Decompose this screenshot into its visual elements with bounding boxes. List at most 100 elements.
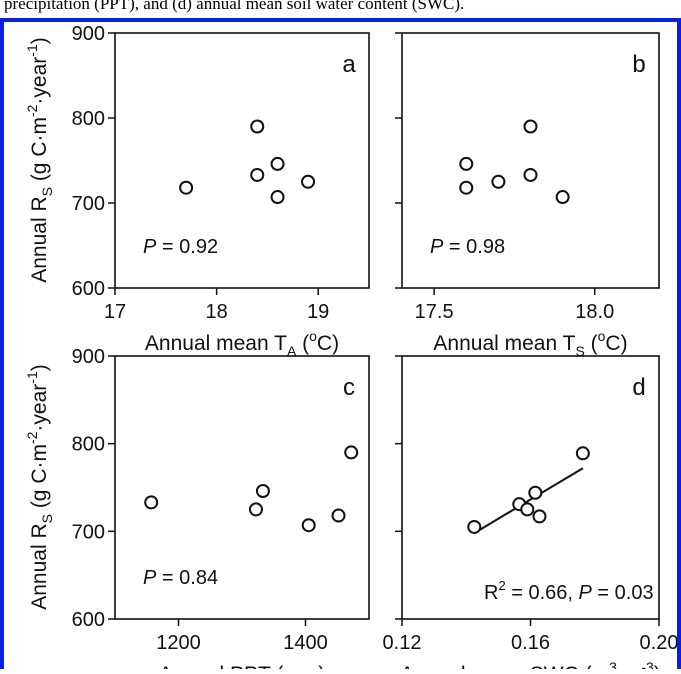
r-squared-superscript: 2 — [498, 578, 505, 593]
data-point — [270, 190, 285, 205]
x-tick-label: 18 — [205, 301, 227, 323]
y-axis-label-unit: (g C·m — [28, 117, 51, 187]
x-axis-label-unit: ( — [296, 332, 309, 355]
x-tick-label: 18.0 — [575, 301, 614, 323]
x-axis-label-degree: o — [309, 328, 317, 344]
y-axis-label-superscript: -1 — [24, 44, 40, 57]
data-point — [301, 174, 316, 189]
data-point — [555, 190, 570, 205]
data-point — [520, 502, 535, 517]
panel-letter: b — [632, 51, 645, 78]
y-tick-label: 900 — [72, 23, 105, 45]
p-value: = 0.92 — [156, 236, 218, 258]
plot-area-frame — [401, 355, 660, 620]
x-axis-label-subscript: A — [287, 343, 297, 359]
y-tick-label: 600 — [72, 278, 105, 300]
r-squared-value: = 0.66, — [506, 582, 579, 604]
data-point — [144, 495, 159, 510]
regression-line — [473, 467, 584, 534]
plot-area-frame — [114, 32, 370, 289]
p-value: = 0.84 — [156, 567, 218, 589]
data-point — [248, 502, 263, 517]
data-point — [459, 180, 474, 195]
data-point — [250, 119, 265, 134]
x-tick-label: 1400 — [283, 632, 328, 654]
r-squared-label: R — [484, 582, 498, 604]
y-axis-label-main: Annual R — [28, 523, 51, 609]
x-axis-label-main: Annual mean T — [145, 332, 287, 355]
y-axis-label-unit: (g C·m — [28, 444, 51, 514]
y-axis-label-superscript: -2 — [24, 104, 40, 117]
y-axis-label-unit-mid: ·year — [28, 384, 51, 432]
x-tick-label: 17 — [104, 301, 126, 323]
data-point — [532, 509, 547, 524]
y-axis-label-superscript: -1 — [24, 371, 40, 384]
p-value: = 0.98 — [443, 236, 505, 258]
data-point — [331, 508, 346, 523]
y-axis-label-unit-mid: ·year — [28, 57, 51, 105]
data-point — [528, 485, 543, 500]
x-tick-label: 19 — [307, 301, 329, 323]
data-point — [255, 484, 270, 499]
x-axis-label-subscript: S — [575, 343, 584, 359]
y-tick-label: 800 — [72, 108, 105, 130]
panel-letter: d — [632, 374, 645, 401]
p-label: P — [430, 236, 444, 258]
data-point — [459, 156, 474, 171]
x-axis-label-main: Annual mean SWC (m — [400, 663, 609, 669]
x-axis-label-unit-end: C) — [605, 332, 627, 355]
data-point — [523, 167, 538, 182]
x-axis-label-unit-end: C) — [317, 332, 339, 355]
data-point — [344, 445, 359, 460]
data-point — [491, 174, 506, 189]
x-tick-label: 0.16 — [511, 632, 550, 654]
y-tick-label: 600 — [72, 609, 105, 631]
data-point — [270, 156, 285, 171]
y-axis-label-subscript: S — [39, 514, 55, 523]
panel-a: 600 700 800 900 17 18 19 a P = 0.92 Annual mean T… — [72, 23, 370, 359]
x-axis-label-superscript: 3 — [609, 659, 617, 669]
x-axis-label: Annual mean SWC (m3·m-3) — [400, 659, 661, 669]
x-axis-label-unit: ( — [585, 332, 598, 355]
chart-figure: 600 700 800 900 17 18 19 a P = 0.92 Annual mean T… — [24, 23, 678, 674]
panel-letter: a — [342, 51, 356, 78]
p-label: P — [143, 236, 157, 258]
y-axis-label-main: Annual R — [28, 196, 51, 282]
x-axis-label-unit-end: ) — [654, 663, 661, 669]
stats-annotation: P = 0.92 — [143, 236, 218, 258]
p-label: P — [143, 567, 157, 589]
x-tick-label: 1200 — [156, 632, 201, 654]
y-tick-label: 700 — [72, 193, 105, 215]
x-axis-label: Annual mean TS (oC) — [433, 328, 627, 359]
y-axis-label-bottom: Annual RS (g C·m-2·year-1) — [24, 364, 55, 610]
data-point — [523, 119, 538, 134]
figure-canvas: 600 700 800 900 17 18 19 a P = 0.92 Annual mean T… — [4, 22, 678, 674]
x-tick-label: 0.12 — [383, 632, 422, 654]
data-point — [250, 167, 265, 182]
x-axis-label-main: Annual mean T — [433, 332, 575, 355]
data-point — [179, 180, 194, 195]
y-axis-label-superscript: -2 — [24, 431, 40, 444]
stats-annotation: R2 = 0.66, P = 0.03 — [484, 578, 654, 604]
y-axis-label-subscript: S — [39, 187, 55, 196]
x-axis-label: Annual mean TA (oC) — [145, 328, 339, 359]
figure-caption: precipitation (PPT), and (d) annual mean… — [4, 0, 465, 13]
data-point — [467, 519, 482, 534]
x-axis-label-superscript: -3 — [641, 659, 654, 669]
data-point — [301, 518, 316, 533]
y-axis-label-unit-end: ) — [28, 37, 51, 44]
plot-area-frame — [114, 355, 370, 620]
p-label: P — [579, 582, 593, 604]
panel-letter: c — [343, 374, 355, 401]
panel-c: 600 700 800 900 1200 1400 c P = 0.84 Annual PPT … — [72, 346, 370, 674]
panel-d: 0.12 0.16 0.20 d R2 = 0.66, P = 0.03 Annual m… — [383, 355, 678, 674]
y-tick-label: 900 — [72, 346, 105, 368]
y-tick-label: 800 — [72, 434, 105, 456]
panel-b: 17.5 18.0 b P = 0.98 Annual mean TS (oC) — [395, 32, 660, 359]
y-axis-label-unit-end: ) — [28, 364, 51, 371]
stats-annotation: P = 0.84 — [143, 567, 218, 589]
data-point — [575, 446, 590, 461]
stats-annotation: P = 0.98 — [430, 236, 505, 258]
y-axis-label-top: Annual RS (g C·m-2·year-1) — [24, 37, 55, 283]
y-tick-label: 700 — [72, 521, 105, 543]
